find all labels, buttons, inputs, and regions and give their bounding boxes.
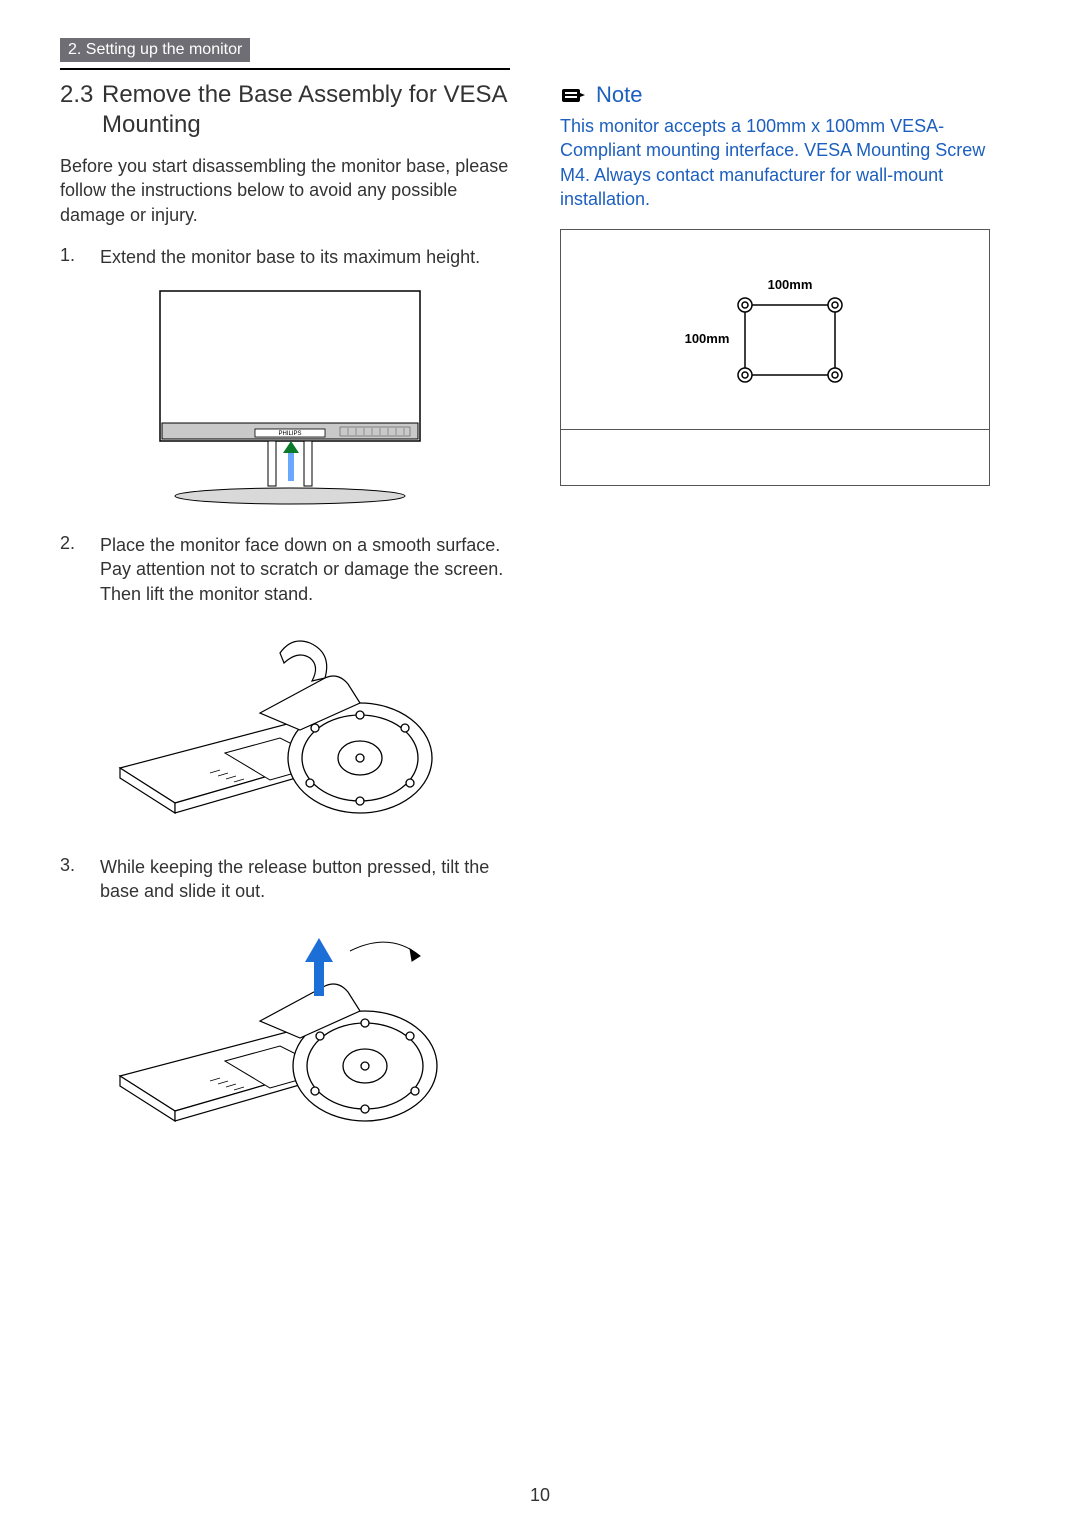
right-column: Note This monitor accepts a 100mm x 100m… [560,80,1020,1173]
steps-list-2: 2. Place the monitor face down on a smoo… [60,533,520,606]
note-heading: Note [560,82,1020,108]
section-rule [60,68,510,70]
step-number: 1. [60,245,100,269]
left-column: 2.3 Remove the Base Assembly for VESA Mo… [60,80,520,1173]
step-text: While keeping the release button pressed… [100,855,520,904]
note-title: Note [596,82,642,108]
monitor-extend-diagram: PHILIPS [140,281,440,511]
figure-lift-stand [60,618,520,833]
section-heading: 2.3 Remove the Base Assembly for VESA Mo… [60,80,520,140]
step-number: 2. [60,533,100,606]
section-title-text: Remove the Base Assembly for VESA Mounti… [102,80,520,140]
step-text: Extend the monitor base to its maximum h… [100,245,480,269]
vesa-diagram-box: 100mm 100mm [560,229,990,486]
monitor-lift-diagram [110,618,470,833]
two-column-layout: 2.3 Remove the Base Assembly for VESA Mo… [60,80,1020,1173]
figure-extend-height: PHILIPS [60,281,520,511]
vesa-dim-h: 100mm [768,277,813,292]
vesa-pattern-diagram: 100mm 100mm [665,255,885,405]
vesa-diagram-bottom [561,430,989,485]
note-body: This monitor accepts a 100mm x 100mm VES… [560,114,1020,211]
section-number: 2.3 [60,80,102,140]
page-number: 10 [0,1485,1080,1506]
page: 2. Setting up the monitor 2.3 Remove the… [0,0,1080,1532]
step-2: 2. Place the monitor face down on a smoo… [60,533,520,606]
note-icon [560,84,586,106]
steps-list-3: 3. While keeping the release button pres… [60,855,520,904]
step-number: 3. [60,855,100,904]
step-1: 1. Extend the monitor base to its maximu… [60,245,520,269]
vesa-diagram-top: 100mm 100mm [561,230,989,430]
step-text: Place the monitor face down on a smooth … [100,533,520,606]
step-3: 3. While keeping the release button pres… [60,855,520,904]
steps-list: 1. Extend the monitor base to its maximu… [60,245,520,269]
monitor-slide-diagram [110,916,470,1151]
figure-slide-base [60,916,520,1151]
vesa-dim-v: 100mm [685,331,730,346]
intro-paragraph: Before you start disassembling the monit… [60,154,520,227]
brand-label: PHILIPS [278,431,301,437]
header-breadcrumb: 2. Setting up the monitor [60,38,250,62]
